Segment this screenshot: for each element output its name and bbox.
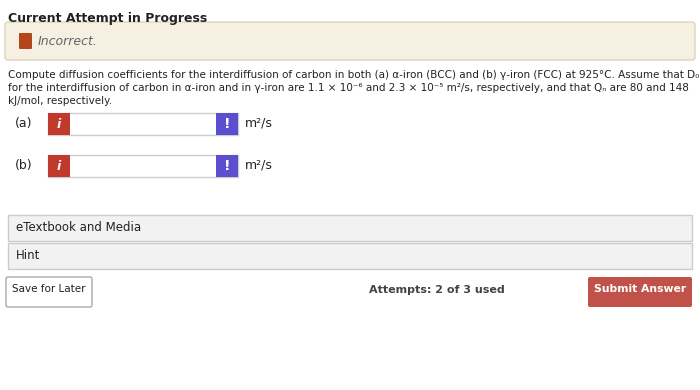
Text: Incorrect.: Incorrect. — [38, 35, 98, 48]
FancyBboxPatch shape — [5, 22, 695, 60]
Text: i: i — [57, 160, 61, 172]
Text: Save for Later: Save for Later — [13, 284, 85, 294]
Text: for the interdiffusion of carbon in α-iron and in γ-iron are 1.1 × 10⁻⁶ and 2.3 : for the interdiffusion of carbon in α-ir… — [8, 83, 689, 93]
Text: Compute diffusion coefficients for the interdiffusion of carbon in both (a) α-ir: Compute diffusion coefficients for the i… — [8, 70, 699, 80]
Text: eTextbook and Media: eTextbook and Media — [16, 221, 141, 234]
Bar — [216, 113, 238, 135]
Bar — [8, 243, 692, 269]
Text: !: ! — [224, 117, 230, 131]
FancyBboxPatch shape — [588, 277, 692, 307]
Bar — [216, 155, 238, 177]
Text: Current Attempt in Progress: Current Attempt in Progress — [8, 12, 207, 25]
Bar — [8, 215, 692, 241]
Bar — [48, 113, 238, 135]
Text: m²/s: m²/s — [245, 117, 273, 130]
Bar — [48, 155, 70, 177]
Text: i: i — [57, 117, 61, 131]
Bar — [48, 113, 70, 135]
Text: !: ! — [224, 159, 230, 173]
FancyBboxPatch shape — [19, 33, 32, 49]
Text: Hint: Hint — [16, 249, 41, 262]
Bar — [48, 155, 238, 177]
Text: m²/s: m²/s — [245, 159, 273, 172]
Text: (b): (b) — [15, 159, 33, 172]
FancyBboxPatch shape — [6, 277, 92, 307]
Text: kJ/mol, respectively.: kJ/mol, respectively. — [8, 96, 112, 106]
Text: (a): (a) — [15, 117, 32, 130]
Text: Attempts: 2 of 3 used: Attempts: 2 of 3 used — [370, 285, 505, 295]
Text: Submit Answer: Submit Answer — [594, 284, 686, 294]
